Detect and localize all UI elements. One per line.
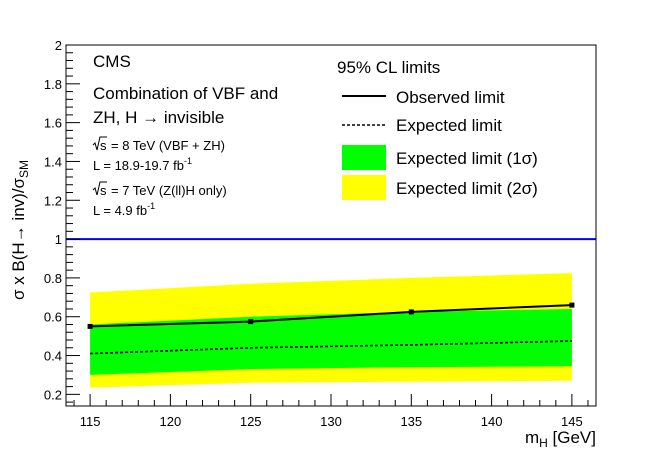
x-tick-label: 135 bbox=[400, 414, 422, 429]
process-label-line1: Combination of VBF and bbox=[93, 84, 278, 103]
y-tick-label: 1.8 bbox=[44, 77, 62, 92]
x-tick-label: 125 bbox=[240, 414, 262, 429]
svg-text:s: s bbox=[100, 138, 107, 153]
x-axis-title: mH [GeV] bbox=[525, 428, 596, 450]
y-tick-label: 0.4 bbox=[44, 349, 62, 364]
legend-1sigma-swatch bbox=[342, 145, 386, 170]
legend-2sigma-swatch bbox=[342, 175, 386, 200]
run2-energy-label: s = 7 TeV (Z(ll)H only) bbox=[92, 181, 227, 198]
y-tick-label: 1.4 bbox=[44, 154, 62, 169]
x-tick-label: 115 bbox=[80, 414, 101, 429]
lines-layer bbox=[87, 302, 575, 355]
one-sigma-band bbox=[90, 309, 572, 375]
y-tick-label: 0.2 bbox=[44, 387, 62, 402]
x-tick-label: 120 bbox=[160, 414, 182, 429]
y-tick-label: 0.6 bbox=[44, 310, 62, 325]
expected-limit-line bbox=[90, 340, 572, 355]
legend-1sigma-label: Expected limit (1σ) bbox=[396, 149, 538, 168]
run1-energy-label: s = 8 TeV (VBF + ZH) bbox=[92, 136, 225, 153]
legend-observed-label: Observed limit bbox=[396, 88, 505, 107]
legend-title: 95% CL limits bbox=[337, 58, 440, 77]
legend: 95% CL limits Observed limit Expected li… bbox=[337, 58, 538, 200]
legend-2sigma-label: Expected limit (2σ) bbox=[396, 179, 538, 198]
y-tick-label: 1 bbox=[55, 232, 62, 247]
y-ticks: 0.2 0.4 0.6 0.8 1 1.2 1.4 1.6 1.8 2 bbox=[44, 38, 80, 403]
y-tick-label: 0.8 bbox=[44, 271, 62, 286]
bands-layer bbox=[90, 273, 572, 388]
legend-expected-label: Expected limit bbox=[396, 116, 502, 135]
observed-limit-line bbox=[90, 304, 572, 328]
x-tick-label: 130 bbox=[320, 414, 342, 429]
run2-lumi-label: L = 4.9 fb-1 bbox=[93, 201, 155, 218]
sqrt-icon bbox=[92, 181, 107, 196]
x-ticks: 115 120 125 130 135 140 145 bbox=[73, 394, 589, 429]
svg-text:= 7 TeV (Z(ll)H only): = 7 TeV (Z(ll)H only) bbox=[111, 183, 227, 198]
observed-point bbox=[408, 309, 414, 315]
process-label-line2: ZH, H → invisible bbox=[93, 108, 224, 127]
y-tick-label: 1.6 bbox=[44, 116, 62, 131]
x-tick-label: 145 bbox=[561, 414, 583, 429]
svg-text:s: s bbox=[100, 183, 107, 198]
observed-point bbox=[87, 323, 93, 329]
svg-text:= 8 TeV (VBF + ZH): = 8 TeV (VBF + ZH) bbox=[111, 138, 225, 153]
y-tick-label: 2 bbox=[55, 38, 62, 53]
experiment-label: CMS bbox=[93, 52, 131, 71]
observed-point bbox=[248, 319, 254, 325]
observed-point bbox=[569, 302, 575, 308]
sqrt-icon bbox=[92, 136, 107, 151]
y-tick-label: 1.2 bbox=[44, 193, 62, 208]
y-axis-title: σ x B(H→ inv)/σSM bbox=[9, 160, 31, 300]
run1-lumi-label: L = 18.9-19.7 fb-1 bbox=[93, 156, 192, 173]
x-tick-label: 140 bbox=[481, 414, 503, 429]
